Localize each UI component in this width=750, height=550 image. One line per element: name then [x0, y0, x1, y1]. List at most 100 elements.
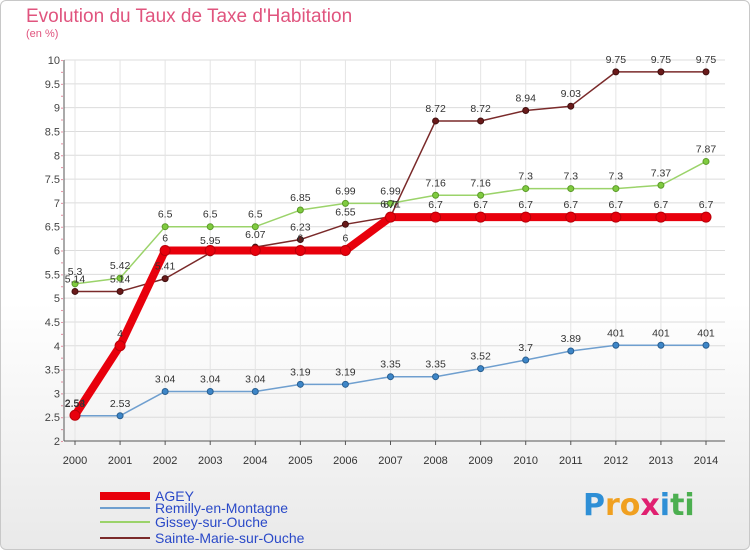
data-point	[432, 117, 440, 125]
data-point	[432, 191, 440, 199]
data-label: 8.72	[425, 103, 446, 115]
y-minor-tick	[61, 107, 63, 109]
y-minor-tick	[61, 190, 63, 193]
data-label: 5.3	[68, 266, 83, 278]
data-label: 6.5	[248, 209, 263, 221]
legend-item-remilly: Remilly-en-Montagne	[100, 500, 288, 516]
data-point	[477, 191, 485, 199]
y-minor-tick	[61, 286, 63, 288]
data-label: 6.5	[203, 209, 218, 221]
logo-letter: t	[670, 488, 685, 523]
data-label: 3.35	[380, 359, 401, 371]
data-point	[161, 387, 169, 395]
data-label: 6.5	[158, 209, 173, 221]
data-label: 8.72	[470, 103, 491, 115]
y-minor-tick	[61, 369, 63, 371]
legend-swatch-sainte-marie	[100, 537, 150, 539]
legend-label-remilly: Remilly-en-Montagne	[155, 500, 289, 516]
data-point	[296, 206, 304, 214]
y-tick-label: 5	[54, 293, 60, 305]
y-minor-tick	[61, 143, 63, 145]
y-minor-tick	[61, 298, 63, 300]
y-tick-label: 8	[54, 150, 60, 162]
data-point	[657, 181, 665, 189]
data-point	[341, 199, 349, 207]
y-minor-tick	[61, 345, 63, 347]
data-point	[702, 157, 710, 165]
y-tick-label: 6	[54, 246, 60, 258]
data-label: 6.7	[428, 199, 443, 211]
data-label: 7.16	[425, 177, 446, 189]
data-label: 6	[343, 233, 349, 245]
data-label: 9.75	[696, 54, 717, 66]
data-point	[387, 199, 394, 207]
data-label: 7.87	[696, 143, 717, 155]
data-point	[296, 380, 304, 388]
x-tick-label: 2013	[649, 455, 673, 467]
x-tick-label: 2005	[288, 455, 312, 467]
y-tick-label: 4.5	[45, 317, 60, 329]
data-label: 2.53	[65, 398, 86, 410]
x-tick-label: 2010	[513, 455, 537, 467]
data-label: 3.04	[155, 373, 176, 385]
data-point	[385, 211, 396, 223]
y-minor-tick	[61, 393, 63, 395]
data-label: 6.7	[609, 199, 624, 211]
x-tick-label: 2004	[243, 455, 267, 467]
y-minor-tick	[61, 59, 63, 62]
data-label: 5.14	[110, 273, 131, 285]
legend-item-sainte-marie: Sainte-Marie-sur-Ouche	[100, 530, 304, 546]
data-point	[522, 185, 530, 193]
data-label: 9.03	[561, 88, 582, 100]
logo-letter: i	[684, 488, 695, 523]
data-label: 5.41	[155, 261, 176, 273]
data-point	[206, 387, 214, 395]
proxiti-logo: Proxiti	[583, 488, 695, 523]
y-minor-tick	[61, 83, 63, 85]
y-minor-tick	[61, 274, 63, 276]
x-tick-label: 2009	[468, 455, 492, 467]
data-label: 5.14	[65, 273, 86, 285]
chart-title: Evolution du Taux de Taxe d'Habitation	[26, 6, 353, 27]
legend-label-agey: AGEY	[155, 488, 194, 504]
series-1	[71, 341, 710, 420]
data-label: 2.54	[65, 397, 86, 409]
data-point	[114, 340, 126, 352]
legend-label-gissey: Gissey-sur-Ouche	[155, 514, 268, 530]
logo-letter: P	[583, 488, 605, 523]
data-label: 7.37	[651, 167, 672, 179]
data-label: 5.95	[200, 235, 221, 247]
y-tick-label: 5.5	[45, 269, 60, 281]
data-point	[432, 373, 440, 381]
y-tick-label: 2	[54, 436, 60, 448]
y-tick-label: 6.5	[45, 222, 60, 234]
y-minor-tick	[61, 321, 63, 324]
y-minor-tick	[61, 333, 63, 335]
legend-swatch-gissey	[100, 521, 150, 523]
data-point	[567, 185, 575, 193]
x-tick-label: 2008	[423, 455, 447, 467]
data-point	[522, 106, 530, 114]
logo-letter: x	[640, 488, 660, 523]
legend-label-sainte-marie: Sainte-Marie-sur-Ouche	[155, 530, 305, 546]
y-minor-tick	[61, 428, 63, 431]
y-tick-label: 8.5	[45, 126, 60, 138]
data-point	[204, 245, 216, 256]
data-label: 7.16	[470, 177, 491, 189]
legend-item-gissey: Gissey-sur-Ouche	[100, 514, 268, 530]
data-point	[702, 68, 710, 76]
data-point	[116, 287, 124, 295]
data-point	[477, 365, 485, 373]
data-label: 4	[117, 328, 123, 340]
data-point	[161, 223, 169, 231]
data-label: 6.7	[654, 199, 669, 211]
data-point	[71, 287, 79, 295]
legend-swatch-agey	[100, 492, 150, 500]
data-point	[387, 373, 394, 381]
data-label: 6	[297, 233, 303, 245]
x-tick-label: 2003	[198, 455, 222, 467]
data-label: 401	[652, 327, 670, 339]
data-point	[475, 211, 487, 223]
series-0	[69, 211, 712, 421]
